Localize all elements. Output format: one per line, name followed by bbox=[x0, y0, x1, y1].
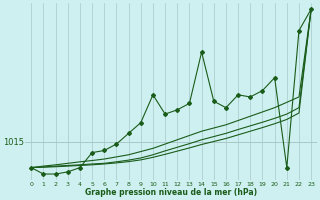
X-axis label: Graphe pression niveau de la mer (hPa): Graphe pression niveau de la mer (hPa) bbox=[85, 188, 257, 197]
